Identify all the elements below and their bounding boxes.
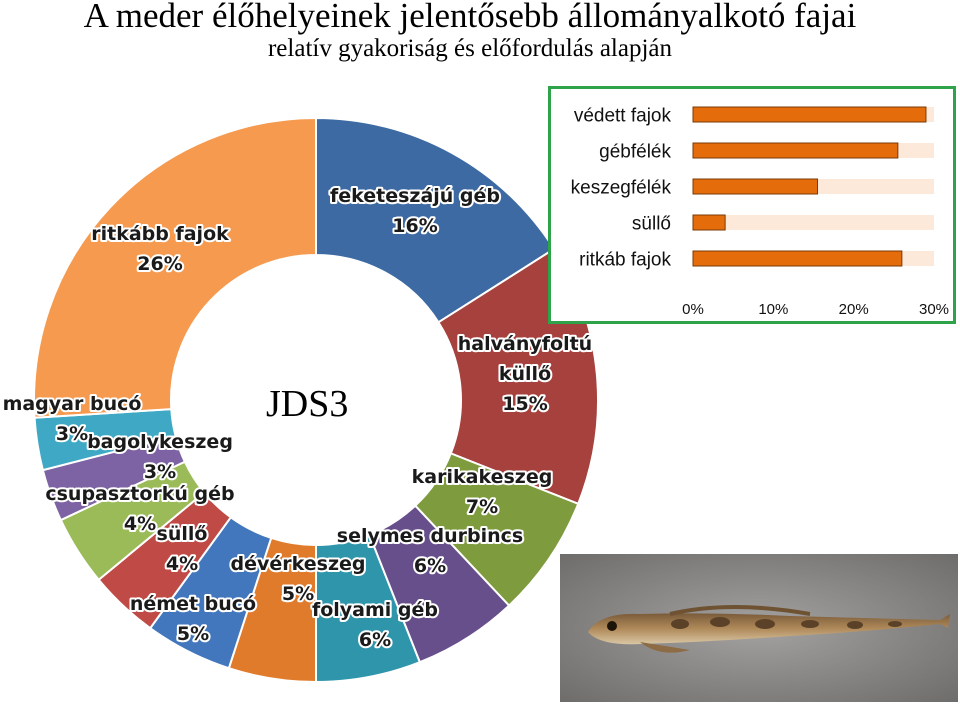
chart-subtitle: relatív gyakoriság és előfordulás alapjá… [267,35,673,62]
bar-chart-inset: védett fajok gébfélék keszegfélék süllő ritk… [548,86,956,324]
bar-category-label: keszegfélék [571,178,672,199]
donut-center-label: JDS3 [266,383,349,425]
bar-x-tick-label: 0% [682,301,704,318]
bar-gebfelek [692,142,899,159]
bar-x-tick-label: 10% [758,301,788,318]
bar-vedett-fajok [692,106,927,123]
bar-category-label: gébfélék [599,142,671,163]
bar-category-label: védett fajok [574,106,672,127]
fish-photo [560,554,958,702]
slice-feketeszaju-geb [315,116,556,324]
fish-photo-image [560,554,958,702]
bar-track-sullo [693,215,934,230]
bar-category-label: süllő [632,214,671,235]
bar-x-tick-label: 30% [919,301,949,318]
bar-keszegfelek [692,178,819,195]
bar-x-tick-label: 20% [839,301,869,318]
slice-label-karikakeszeg: karikakeszeg 7% [412,466,553,518]
bar-chart: védett fajok gébfélék keszegfélék süllő ritk… [571,106,949,319]
chart-title: A meder élőhelyeinek jelentősebb állomán… [83,0,857,35]
slice-ritkabb-fajok [33,116,317,419]
slice-label-deverkeszeg: dévérkeszeg 5% [231,553,366,605]
slice-label-nemet-buco: német bucó 5% [130,593,256,645]
bar-category-label: ritkáb fajok [579,250,671,271]
slice-label-bagolykeszeg: bagolykeszeg 3% [87,431,233,483]
bar-ritkab-fajok [692,250,903,267]
slice-label-halvanyfoltu-kullo: halványfoltú küllő 15% [458,333,592,415]
slice-label-folyami-geb: folyami géb 6% [312,599,438,651]
slice-label-feketeszaju-geb: feketeszájú géb 16% [330,185,500,237]
slice-label-sullo: süllő 4% [157,523,208,575]
slice-label-selymes-durbincs: selymes durbincs 6% [337,525,523,577]
slice-label-csupasztorku-geb: csupasztorkú géb 4% [45,483,234,535]
bar-sullo [692,214,726,231]
slice-label-magyar-buco: magyar bucó 3% [3,393,142,445]
slice-label-ritkabb-fajok: ritkább fajok 26% [91,223,229,275]
